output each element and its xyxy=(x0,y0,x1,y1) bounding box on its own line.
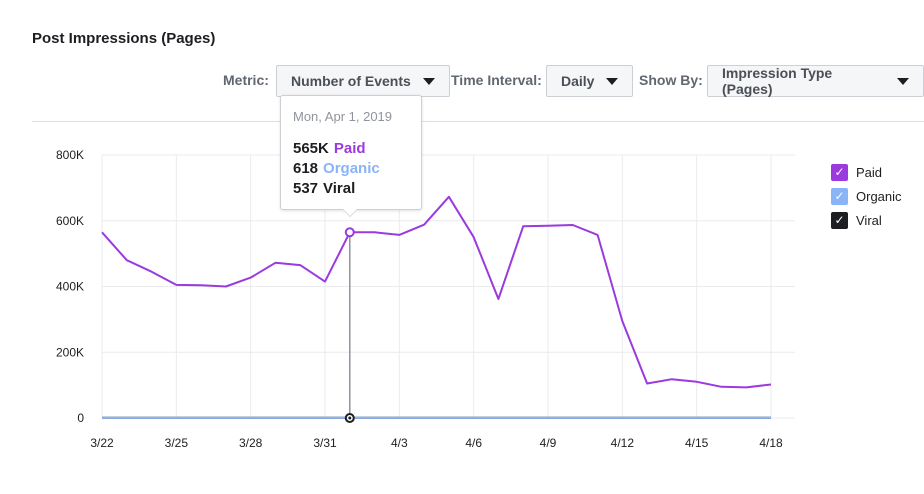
tooltip-row-viral: 537 Viral xyxy=(293,179,409,199)
x-tick-label: 3/25 xyxy=(165,436,189,450)
y-tick-label: 200K xyxy=(56,345,84,359)
tooltip-date: Mon, Apr 1, 2019 xyxy=(293,109,393,124)
y-tick-label: 600K xyxy=(56,214,84,228)
legend-item-organic[interactable]: ✓ Organic xyxy=(831,184,902,208)
metric-label: Metric: xyxy=(223,72,269,88)
legend-item-viral[interactable]: ✓ Viral xyxy=(831,208,902,232)
caret-down-icon xyxy=(897,77,909,85)
tooltip-series-label: Organic xyxy=(323,160,380,177)
legend-label: Organic xyxy=(856,188,902,204)
x-tick-label: 4/15 xyxy=(685,436,709,450)
chart-title: Post Impressions (Pages) xyxy=(32,30,216,47)
tooltip-value: 618 xyxy=(293,160,319,177)
header-divider xyxy=(32,121,924,122)
caret-down-icon xyxy=(422,77,435,85)
tooltip-series-label: Viral xyxy=(323,180,356,197)
checkbox-icon[interactable]: ✓ xyxy=(831,163,848,181)
metric-dropdown[interactable]: Number of Events xyxy=(276,65,450,97)
legend-item-paid[interactable]: ✓ Paid xyxy=(831,160,902,184)
y-tick-label: 0 xyxy=(77,411,84,425)
legend-label: Paid xyxy=(856,164,883,180)
x-tick-label: 4/3 xyxy=(391,436,408,450)
checkbox-icon[interactable]: ✓ xyxy=(831,211,848,229)
checkbox-icon[interactable]: ✓ xyxy=(831,187,848,205)
tooltip-series-label: Paid xyxy=(333,140,366,157)
showby-label: Show By: xyxy=(639,72,703,88)
interval-label: Time Interval: xyxy=(451,72,542,88)
metric-value: Number of Events xyxy=(291,73,411,89)
tooltip-row-organic: 618 Organic xyxy=(293,159,409,179)
x-tick-label: 4/6 xyxy=(465,436,482,450)
hover-point-paid xyxy=(344,227,355,238)
tooltip-value: 537 xyxy=(293,180,319,197)
x-tick-label: 3/22 xyxy=(90,436,114,450)
y-tick-label: 400K xyxy=(56,280,84,294)
tooltip-row-paid: 565K Paid xyxy=(293,139,409,159)
x-tick-label: 4/12 xyxy=(611,436,635,450)
hover-point-viral-center xyxy=(348,416,352,420)
x-tick-label: 3/31 xyxy=(313,436,337,450)
caret-down-icon xyxy=(606,77,619,85)
interval-dropdown[interactable]: Daily xyxy=(546,65,634,97)
y-tick-label: 800K xyxy=(56,148,84,162)
x-tick-label: 3/28 xyxy=(239,436,263,450)
x-tick-label: 4/18 xyxy=(759,436,783,450)
chart-tooltip: Mon, Apr 1, 2019 565K Paid 618 Organic 537… xyxy=(280,95,422,217)
interval-value: Daily xyxy=(561,73,595,89)
series-line-paid xyxy=(101,195,772,389)
tooltip-value: 565K xyxy=(293,140,329,157)
chart-legend: ✓ Paid ✓ Organic ✓ Viral xyxy=(831,160,902,232)
showby-value: Impression Type (Pages) xyxy=(722,65,833,97)
x-tick-label: 4/9 xyxy=(540,436,557,450)
legend-label: Viral xyxy=(856,212,882,228)
